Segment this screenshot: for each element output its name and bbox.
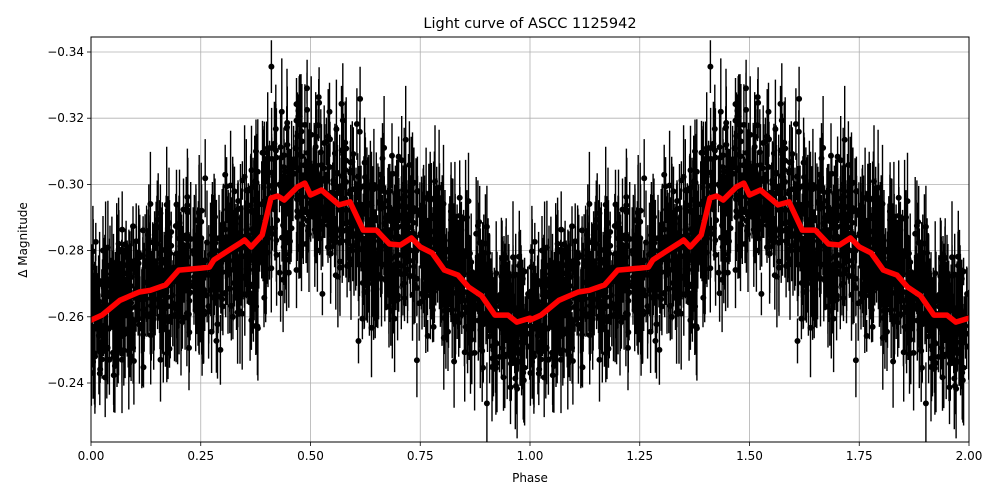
x-axis-label: Phase: [512, 471, 548, 485]
y-axis-label: Δ Magnitude: [16, 202, 30, 278]
y-tick-label: −0.28: [47, 244, 84, 258]
x-axis-ticks: 0.00 0.25 0.50 0.75 1.00 1.25 1.50 1.75 2.00: [78, 442, 983, 463]
x-tick-label: 1.50: [736, 449, 763, 463]
x-tick-label: 2.00: [956, 449, 983, 463]
y-tick-label: −0.30: [47, 177, 84, 191]
y-tick-label: −0.34: [47, 45, 84, 59]
x-tick-label: 1.25: [626, 449, 653, 463]
chart-title: Light curve of ASCC 1125942: [423, 16, 636, 32]
x-tick-label: 0.75: [407, 449, 434, 463]
x-tick-label: 1.75: [846, 449, 873, 463]
y-tick-label: −0.26: [47, 310, 84, 324]
y-tick-label: −0.32: [47, 111, 84, 125]
y-tick-label: −0.24: [47, 376, 84, 390]
y-axis-ticks: −0.34 −0.32 −0.30 −0.28 −0.26 −0.24: [47, 45, 91, 390]
x-tick-label: 0.25: [187, 449, 214, 463]
x-tick-label: 0.50: [297, 449, 324, 463]
binned-mean-curve: [91, 180, 969, 325]
x-tick-label: 0.00: [78, 449, 105, 463]
x-tick-label: 1.00: [517, 449, 544, 463]
